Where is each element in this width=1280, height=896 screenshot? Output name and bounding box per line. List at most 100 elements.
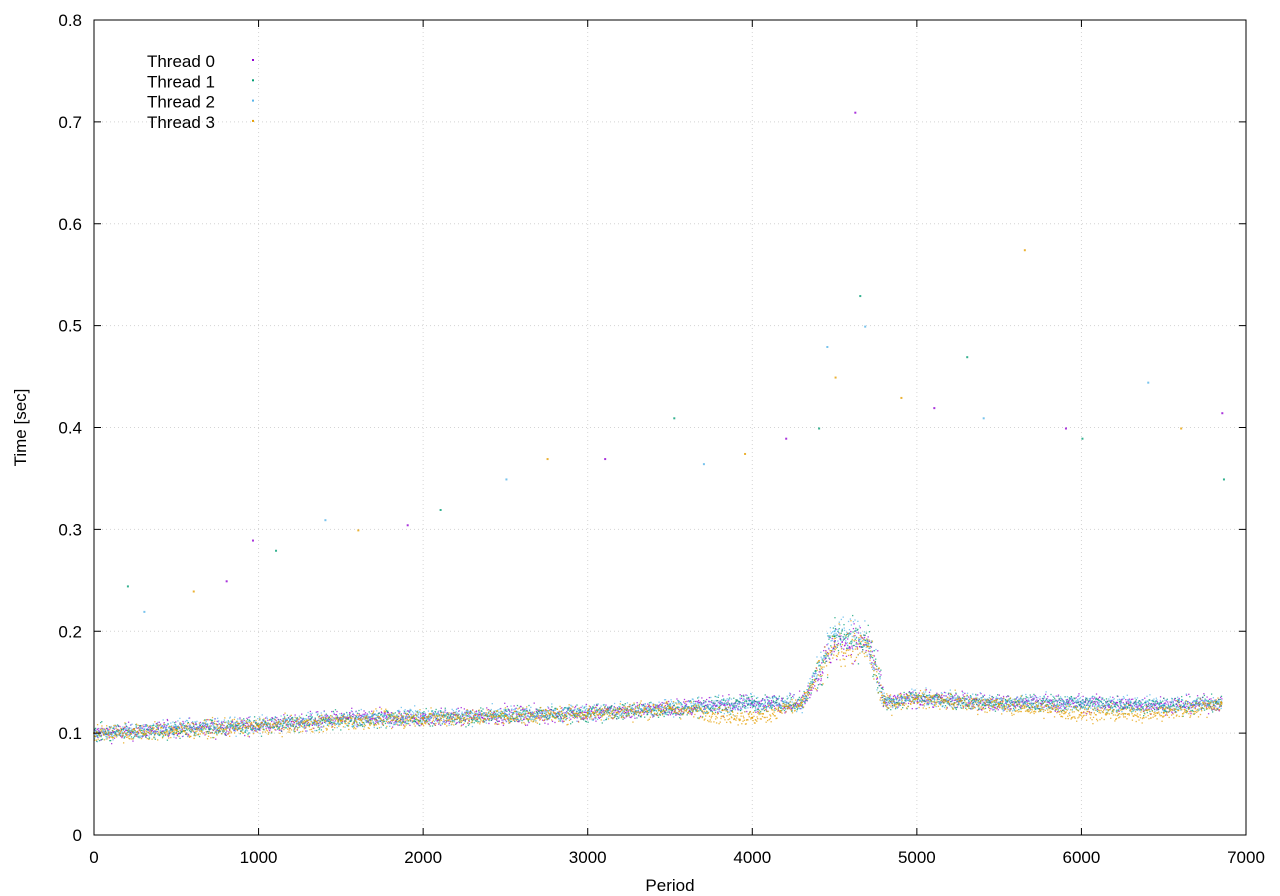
data-point: [1178, 705, 1180, 708]
data-point: [527, 720, 530, 722]
data-point: [642, 704, 644, 706]
data-point: [216, 733, 218, 735]
data-point: [444, 707, 446, 709]
data-point: [612, 712, 614, 715]
anchor-point: [833, 635, 836, 638]
data-point: [811, 679, 814, 681]
data-point: [651, 714, 654, 716]
data-point: [384, 717, 386, 719]
data-point: [623, 717, 626, 719]
data-point: [757, 710, 759, 713]
data-point: [327, 717, 330, 719]
data-point: [927, 700, 929, 702]
data-point: [583, 719, 585, 721]
data-point: [136, 735, 138, 737]
data-point: [701, 710, 703, 712]
data-point: [521, 709, 523, 711]
data-point: [605, 704, 607, 706]
data-point: [465, 726, 467, 728]
data-point: [954, 694, 956, 697]
data-point: [1033, 698, 1035, 700]
data-point: [239, 722, 242, 725]
data-point: [247, 733, 249, 735]
data-point: [135, 734, 138, 736]
data-point: [517, 713, 519, 716]
data-point: [602, 704, 605, 706]
data-point: [1070, 700, 1073, 702]
data-point: [439, 711, 442, 713]
data-point: [499, 716, 501, 718]
data-point: [153, 736, 156, 738]
data-point: [249, 727, 252, 729]
data-point: [419, 712, 421, 714]
data-point: [574, 716, 577, 718]
data-point: [148, 737, 150, 740]
data-point: [121, 734, 123, 737]
data-point: [705, 698, 708, 701]
data-point: [236, 726, 238, 728]
data-point: [981, 703, 984, 706]
data-point: [278, 729, 280, 731]
data-point: [471, 721, 473, 724]
data-point: [234, 725, 236, 727]
data-point: [236, 721, 239, 723]
data-point: [255, 721, 257, 723]
data-point: [385, 727, 387, 729]
data-point: [1144, 702, 1146, 704]
data-point: [553, 716, 555, 718]
data-point: [433, 720, 436, 722]
data-point: [358, 722, 361, 724]
data-point: [843, 648, 845, 650]
data-point: [288, 717, 290, 719]
data-point: [804, 697, 807, 699]
data-point: [1015, 702, 1017, 704]
data-point: [554, 707, 556, 710]
data-point: [1044, 693, 1047, 696]
data-point: [842, 636, 844, 638]
data-point: [220, 720, 223, 723]
data-point: [187, 721, 189, 724]
data-point: [1102, 705, 1104, 708]
data-point: [424, 717, 426, 720]
data-point: [336, 726, 338, 729]
data-point: [1079, 700, 1082, 703]
data-point: [374, 722, 377, 725]
data-point: [288, 718, 291, 721]
data-point: [745, 700, 748, 703]
data-point: [111, 733, 114, 735]
data-point: [314, 729, 316, 732]
data-point: [191, 729, 193, 731]
data-point: [189, 728, 191, 730]
data-point: [415, 715, 418, 717]
data-point: [783, 709, 786, 712]
data-point: [229, 717, 231, 719]
data-point: [767, 706, 769, 708]
data-point: [1003, 709, 1006, 711]
data-point: [313, 721, 315, 724]
data-point: [1003, 707, 1005, 709]
data-point: [362, 715, 364, 717]
data-point: [656, 712, 659, 714]
data-point: [341, 714, 343, 716]
data-point: [125, 732, 127, 734]
data-point: [1082, 695, 1084, 698]
data-point: [461, 713, 464, 715]
data-point: [1022, 701, 1024, 703]
data-point: [122, 728, 124, 730]
data-point: [540, 709, 543, 712]
data-point: [580, 706, 582, 709]
data-point: [298, 724, 300, 726]
data-point: [1128, 707, 1131, 709]
data-point: [769, 702, 771, 704]
data-point: [305, 718, 307, 720]
data-point: [137, 736, 139, 738]
data-point: [1110, 700, 1112, 702]
data-point: [98, 731, 100, 734]
data-point: [1153, 700, 1155, 703]
data-point: [811, 676, 813, 678]
data-point: [1147, 708, 1149, 710]
data-point: [436, 719, 439, 722]
data-point: [611, 714, 614, 716]
data-point: [1220, 695, 1223, 697]
data-point: [1166, 706, 1168, 708]
